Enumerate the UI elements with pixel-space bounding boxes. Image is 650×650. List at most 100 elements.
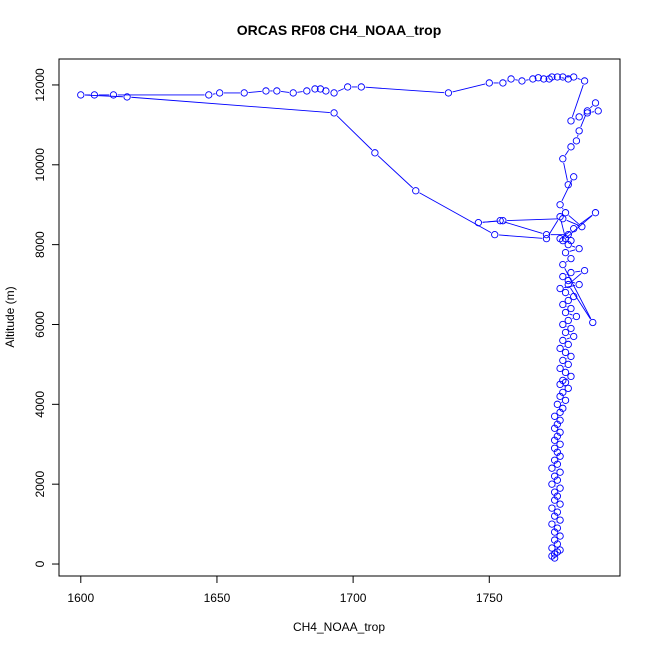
y-tick-label: 2000 [33, 471, 47, 498]
y-tick-label: 4000 [33, 391, 47, 418]
series-segment [577, 77, 581, 80]
data-point [556, 468, 564, 476]
data-point [556, 546, 564, 554]
data-point [564, 276, 572, 285]
data-point [303, 87, 311, 95]
data-point [567, 304, 575, 313]
data-point [559, 260, 567, 269]
y-tick-label: 10000 [33, 148, 47, 182]
data-point [507, 75, 515, 83]
data-point [548, 544, 556, 552]
data-point [567, 372, 575, 381]
series-segment [572, 281, 576, 284]
data-point [548, 73, 556, 81]
data-point [564, 360, 572, 369]
data-point [564, 340, 572, 349]
data-point [542, 235, 551, 243]
data-point [550, 456, 559, 464]
data-point [580, 77, 589, 85]
data-point [556, 284, 564, 293]
data-point [564, 75, 572, 83]
data-point [289, 89, 297, 97]
data-point [496, 217, 504, 225]
data-point [548, 520, 556, 528]
data-point [567, 143, 575, 151]
data-point [559, 272, 567, 281]
data-point [556, 484, 564, 492]
series-segment [131, 96, 330, 114]
y-tick-label: 12000 [33, 68, 47, 102]
series-segment [452, 83, 486, 93]
data-point [90, 91, 99, 99]
series-segment [569, 249, 576, 252]
series-segment [563, 162, 568, 181]
series-segment [571, 272, 582, 283]
data-point [556, 416, 564, 424]
series-segment [569, 313, 573, 316]
data-point [311, 85, 319, 93]
series-segment [377, 155, 413, 189]
data-point [556, 364, 564, 373]
data-point [499, 217, 507, 225]
data-point [550, 536, 559, 544]
data-point [485, 79, 493, 87]
series-segment [280, 91, 290, 93]
y-tick-label: 0 [33, 560, 47, 567]
series-segment [564, 268, 592, 319]
series-segment [507, 218, 559, 221]
data-point [205, 91, 213, 99]
y-tick-label: 6000 [33, 311, 47, 338]
data-point [216, 89, 224, 97]
data-point [412, 187, 420, 195]
data-point [529, 75, 537, 83]
data-point [556, 500, 564, 508]
data-point [550, 488, 559, 496]
data-point [570, 292, 578, 301]
series-segment [560, 220, 565, 235]
series-segment [482, 220, 499, 223]
series-segment [590, 105, 593, 109]
data-point [534, 74, 542, 82]
data-point [556, 516, 564, 524]
y-axis-label: Altitude (m) [3, 286, 17, 347]
data-point [77, 91, 85, 99]
data-point [583, 107, 591, 115]
data-point [330, 89, 338, 97]
data-point [273, 87, 281, 95]
series-segment [565, 215, 593, 239]
series-segment [575, 270, 581, 273]
data-point [556, 440, 564, 448]
series-segment [297, 91, 303, 93]
data-point [572, 312, 581, 321]
data-point [540, 75, 548, 83]
data-point [561, 288, 570, 297]
series-segment [565, 260, 568, 263]
data-point [240, 89, 248, 97]
data-point [553, 508, 562, 516]
data-point [491, 231, 499, 239]
data-point [572, 137, 581, 145]
data-point [567, 268, 575, 277]
data-point [550, 472, 559, 480]
data-point [561, 328, 570, 337]
series-segment [498, 234, 543, 239]
data-point [499, 79, 507, 87]
data-point [578, 223, 586, 231]
data-point [548, 504, 556, 512]
data-point [575, 127, 583, 135]
data-point [561, 308, 570, 317]
data-point [556, 532, 564, 540]
data-point [550, 412, 559, 420]
series-segment [572, 245, 576, 248]
series-segment [570, 179, 572, 182]
data-point [575, 280, 583, 289]
data-point [575, 113, 583, 121]
series-segment [548, 220, 559, 236]
data-point [561, 248, 570, 257]
data-point [567, 236, 575, 245]
data-point [262, 87, 270, 95]
data-point [564, 280, 572, 289]
series-segment [365, 86, 445, 94]
data-point [553, 524, 562, 532]
